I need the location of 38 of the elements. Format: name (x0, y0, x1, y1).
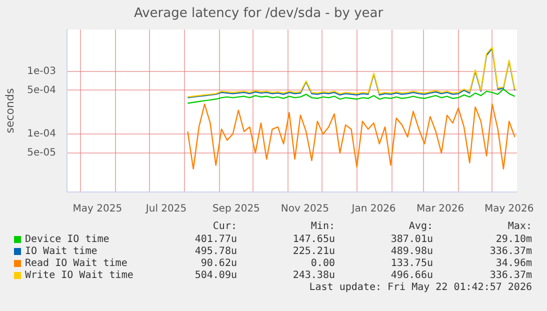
text: 495.78u (194, 246, 237, 258)
text: 0.00 (310, 258, 335, 270)
text: 34.96m (496, 258, 532, 270)
text: 29.10m (496, 234, 532, 246)
text: Cur: (212, 221, 237, 233)
x-tick-label: Mar 2026 (416, 204, 464, 215)
text: 336.37m (490, 246, 532, 258)
x-tick-label: May 2026 (484, 204, 534, 215)
text: Min: (310, 221, 335, 233)
text: 489.98u (390, 246, 433, 258)
text: 504.09u (194, 270, 237, 282)
text: 133.75u (390, 258, 433, 270)
text: 147.65u (292, 234, 335, 246)
x-tick-label: Jan 2026 (350, 204, 396, 215)
chart-title: Average latency for /dev/sda - by year (134, 6, 384, 22)
legend-label: Read IO Wait time (25, 258, 128, 270)
text: Last update: Fri May 22 01:42:57 2026 (309, 282, 532, 294)
legend-label: IO Wait time (25, 246, 98, 258)
text: Max: (508, 221, 532, 233)
y-tick-label: 1e-03 (27, 66, 56, 77)
text: 496.66u (390, 270, 433, 282)
x-tick-label: Nov 2025 (280, 204, 330, 215)
x-tick-label: May 2025 (72, 204, 122, 215)
text: 336.37m (490, 270, 532, 282)
y-tick-label: 5e-04 (27, 84, 56, 96)
text: 225.21u (292, 246, 335, 258)
text: 387.01u (390, 234, 433, 246)
legend-label: Device IO time (25, 234, 110, 246)
text: 90.62u (200, 258, 237, 270)
text: 243.38u (292, 270, 335, 282)
text: 401.77u (194, 234, 237, 246)
y-axis-title: seconds (3, 88, 16, 134)
x-tick-label: Sep 2025 (212, 204, 260, 215)
y-tick-label: 5e-05 (27, 148, 56, 159)
text: Avg: (408, 221, 433, 233)
legend-label: Write IO Wait time (25, 270, 134, 282)
y-tick-label: 1e-04 (27, 128, 56, 140)
x-tick-label: Jul 2025 (144, 204, 187, 215)
